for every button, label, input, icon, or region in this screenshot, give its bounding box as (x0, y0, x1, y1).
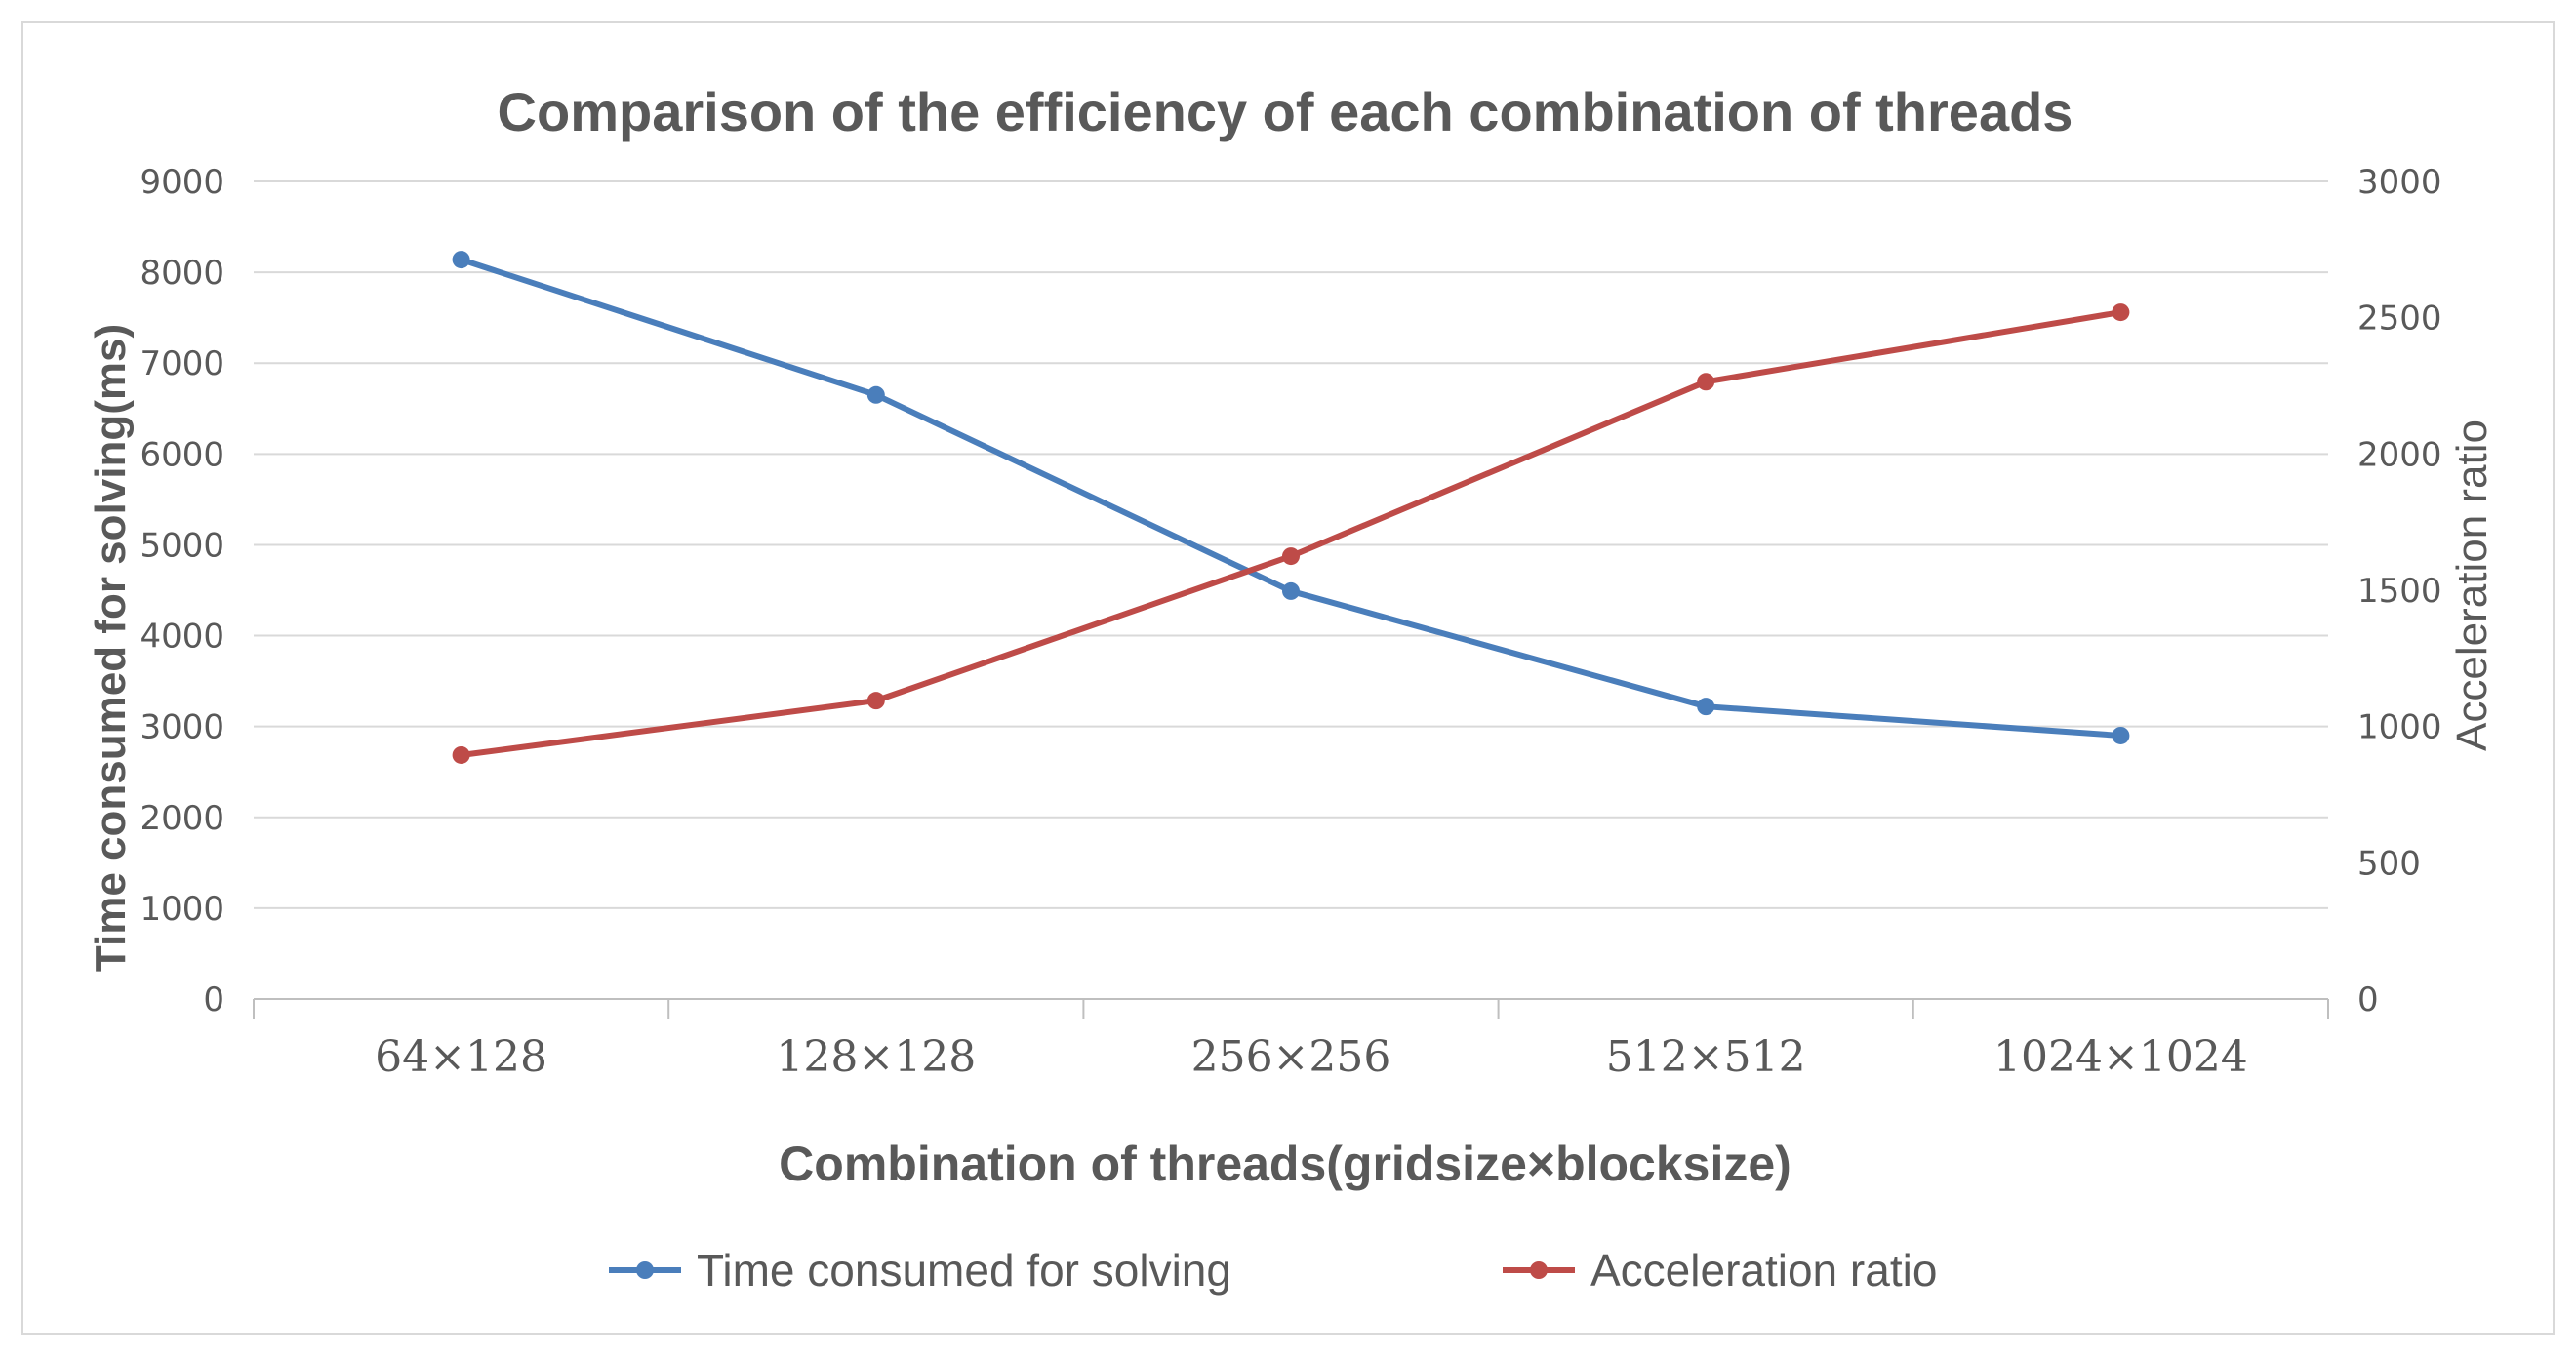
line-chart: Comparison of the efficiency of each com… (87, 81, 2496, 1296)
gridlines (254, 180, 2328, 909)
y-tick-label: 7000 (140, 344, 224, 383)
y2-tick-label: 2000 (2357, 435, 2442, 474)
data-point (1697, 373, 1715, 391)
legend-label: Acceleration ratio (1590, 1245, 1937, 1296)
y2-axis-title: Acceleration ratio (2448, 420, 2496, 751)
y-tick-label: 1000 (140, 890, 224, 929)
legend-label: Time consumed for solving (697, 1245, 1231, 1296)
left-axis-ticks: 0 1000 2000 3000 4000 5000 6000 7000 8000 9000 (140, 163, 224, 1020)
y2-tick-label: 3000 (2357, 163, 2442, 202)
series-line (461, 309, 2121, 758)
y-tick-label: 3000 (140, 708, 224, 747)
y-tick-label: 2000 (140, 799, 224, 838)
legend-item: Acceleration ratio (1503, 1245, 1937, 1296)
legend-swatch-marker (636, 1261, 654, 1279)
category-labels: 64×128 128×128 256×256 512×512 1024×1024 (375, 1032, 2248, 1082)
y-tick-label: 9000 (140, 163, 224, 202)
data-point (1282, 581, 1300, 600)
category-label: 128×128 (776, 1032, 976, 1082)
chart-frame: Comparison of the efficiency of each com… (21, 21, 2555, 1335)
legend-item: Time consumed for solving (609, 1245, 1231, 1296)
y2-tick-label: 0 (2357, 980, 2379, 1020)
y2-tick-label: 2500 (2357, 300, 2442, 339)
data-point (452, 745, 470, 764)
axes (253, 998, 2329, 1019)
chart-title: Comparison of the efficiency of each com… (498, 81, 2073, 142)
category-label: 256×256 (1191, 1032, 1391, 1082)
series-line (460, 257, 2121, 739)
x-axis-title: Combination of threads(gridsize×blocksiz… (779, 1137, 1791, 1191)
series-layer (452, 251, 2130, 764)
y2-tick-label: 500 (2357, 844, 2421, 883)
y-tick-label: 5000 (140, 526, 224, 565)
data-point (1697, 698, 1715, 716)
data-point (2112, 303, 2130, 322)
category-label: 512×512 (1606, 1032, 1806, 1082)
y-tick-label: 6000 (140, 435, 224, 474)
y2-tick-label: 1000 (2357, 708, 2442, 747)
data-point (452, 251, 470, 269)
y-tick-label: 8000 (140, 254, 224, 293)
data-point (1282, 547, 1300, 566)
y-axis-title: Time consumed for solving(ms) (87, 324, 135, 972)
right-axis-ticks: 0 500 1000 1500 2000 2500 3000 (2357, 163, 2442, 1020)
y2-tick-label: 1500 (2357, 572, 2442, 611)
legend: Time consumed for solving Acceleration ra… (609, 1245, 1937, 1296)
category-label: 64×128 (375, 1032, 547, 1082)
data-point (866, 385, 885, 404)
y-tick-label: 4000 (140, 618, 224, 657)
data-point (2112, 726, 2130, 744)
y-tick-label: 0 (203, 980, 224, 1020)
data-point (866, 692, 885, 710)
category-label: 1024×1024 (1993, 1032, 2248, 1082)
legend-swatch-marker (1530, 1261, 1548, 1279)
